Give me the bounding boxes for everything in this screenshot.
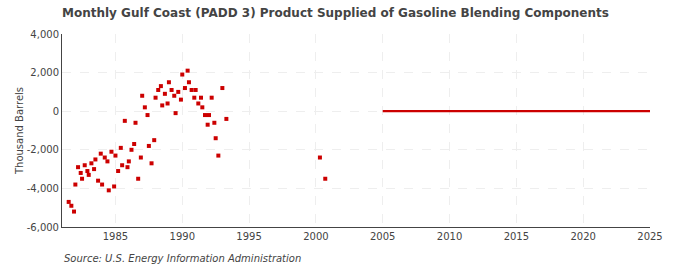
svg-text:1990: 1990 bbox=[170, 231, 195, 242]
svg-text:Thousand Barrels: Thousand Barrels bbox=[14, 87, 25, 175]
svg-text:-2,000: -2,000 bbox=[27, 144, 59, 155]
svg-text:2010: 2010 bbox=[437, 231, 462, 242]
svg-text:1995: 1995 bbox=[236, 231, 261, 242]
svg-text:Source: U.S. Energy Informatio: Source: U.S. Energy Information Administ… bbox=[64, 253, 301, 264]
svg-text:2005: 2005 bbox=[370, 231, 395, 242]
svg-text:0: 0 bbox=[53, 106, 59, 117]
svg-text:-4,000: -4,000 bbox=[27, 183, 59, 194]
svg-text:-6,000: -6,000 bbox=[27, 222, 59, 233]
svg-text:2025: 2025 bbox=[637, 231, 662, 242]
svg-text:Monthly Gulf Coast (PADD 3) Pr: Monthly Gulf Coast (PADD 3) Product Supp… bbox=[62, 6, 609, 20]
svg-text:2000: 2000 bbox=[303, 231, 328, 242]
svg-text:2015: 2015 bbox=[504, 231, 529, 242]
svg-text:1985: 1985 bbox=[103, 231, 128, 242]
svg-text:4,000: 4,000 bbox=[30, 29, 59, 40]
svg-text:2020: 2020 bbox=[570, 231, 595, 242]
svg-text:2,000: 2,000 bbox=[30, 67, 59, 78]
